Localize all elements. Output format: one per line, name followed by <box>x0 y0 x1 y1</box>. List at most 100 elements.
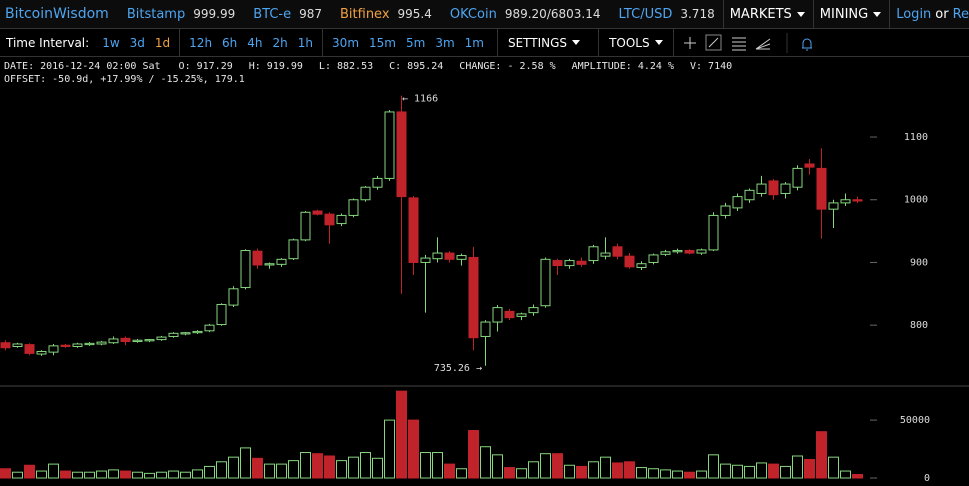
candle-body <box>456 255 467 260</box>
volume-bar <box>12 471 23 479</box>
menu[interactable]: MINING <box>820 0 882 28</box>
interval[interactable]: 6h <box>222 35 238 50</box>
candle-body <box>768 180 779 196</box>
line-icon <box>708 37 718 48</box>
candle-body <box>468 256 479 339</box>
volume-bar <box>672 470 683 479</box>
ticker-name[interactable]: LTC/USD <box>618 6 673 22</box>
ticker-name[interactable]: OKCoin <box>449 6 497 22</box>
ticker-price: 987 <box>299 6 322 21</box>
volume-bar <box>696 470 707 479</box>
volume-bar <box>288 460 299 479</box>
candle-body <box>180 332 191 335</box>
volume-bar <box>744 465 755 479</box>
interval[interactable]: 3d <box>129 35 145 50</box>
ticker-price: 995.4 <box>397 6 432 21</box>
candle-body <box>612 246 623 257</box>
caret <box>873 11 882 17</box>
volume-bar <box>516 468 527 479</box>
login[interactable]: Login <box>896 6 932 22</box>
volume-bar <box>180 471 191 479</box>
ticker-name[interactable]: Bitstamp <box>126 6 186 22</box>
volume-bar <box>792 455 803 479</box>
candle-body <box>432 252 443 260</box>
separator <box>722 0 724 28</box>
candle-body <box>372 177 383 188</box>
volume-bar <box>216 461 227 479</box>
candle-body <box>228 288 239 306</box>
volume-bar <box>336 460 347 479</box>
volume-bar <box>720 463 731 479</box>
interval[interactable]: 1h <box>297 35 314 50</box>
candle-body <box>528 307 539 314</box>
volume-bar <box>384 419 395 479</box>
candle-body <box>204 324 215 332</box>
volume-bar <box>768 463 779 479</box>
volume-bar <box>300 452 311 479</box>
candle-body <box>516 313 527 317</box>
volume-bar <box>264 463 275 479</box>
volume-bar <box>600 456 611 479</box>
candle-body <box>300 211 311 241</box>
interval[interactable]: 12h <box>189 35 213 50</box>
candle-body <box>0 342 11 349</box>
info-item: L: 882.53 <box>318 61 374 72</box>
caret <box>654 40 663 45</box>
volume-bar <box>420 452 431 479</box>
register[interactable]: Register <box>952 6 969 22</box>
candle-body <box>36 351 47 355</box>
separator <box>812 0 814 28</box>
ticker-name[interactable]: BTC-e <box>253 6 292 22</box>
caret <box>796 11 805 17</box>
candle-body <box>780 183 791 194</box>
volume-bar <box>348 456 359 479</box>
fan-tool[interactable] <box>755 38 770 50</box>
crosshair-tool[interactable] <box>683 37 696 49</box>
interval[interactable]: 5m <box>405 35 426 50</box>
offset-line: OFFSET: -50.9d, +17.99% / -15.25%, 179.1 <box>4 74 245 85</box>
separator <box>496 29 498 56</box>
volume-bar <box>444 463 455 479</box>
volume-bar <box>372 457 383 479</box>
candle-body <box>216 303 227 326</box>
volume-bar <box>684 471 695 479</box>
volume-bar <box>480 446 491 479</box>
menu[interactable]: TOOLS <box>609 36 663 50</box>
candle-body <box>840 199 851 204</box>
interval[interactable]: 3m <box>435 35 455 50</box>
volume-bar <box>144 472 155 479</box>
menu[interactable]: MARKETS <box>730 0 805 28</box>
max-annotation: ← 1166 <box>402 94 438 105</box>
volume-bar <box>36 470 47 479</box>
volume-bar <box>528 461 539 479</box>
interval[interactable]: 1m <box>464 35 484 50</box>
fib-tool[interactable] <box>731 37 746 51</box>
candle-body <box>564 260 575 267</box>
brand[interactable]: BitcoinWisdom <box>5 6 109 22</box>
volume-bar <box>84 471 95 479</box>
volume-bar <box>816 431 827 479</box>
separator <box>322 29 324 56</box>
separator <box>889 0 891 28</box>
interval[interactable]: 30m <box>332 35 360 50</box>
menu[interactable]: SETTINGS <box>508 36 581 50</box>
volume-bar <box>576 465 587 479</box>
volume-bar <box>96 470 107 479</box>
candle-body <box>540 258 551 307</box>
volume-bar <box>492 454 503 479</box>
interval[interactable]: 1d <box>154 35 171 50</box>
alert-tool[interactable] <box>801 38 812 51</box>
interval[interactable]: 1w <box>102 35 120 50</box>
volume-bar <box>48 463 59 479</box>
separator <box>179 29 181 56</box>
candle-body <box>492 307 503 323</box>
ticker-name[interactable]: Bitfinex <box>340 6 390 22</box>
info-item: V: 7140 <box>689 61 733 72</box>
info-item: H: 919.99 <box>248 61 303 72</box>
candle-body <box>156 336 167 341</box>
interval[interactable]: 15m <box>369 35 396 50</box>
interval[interactable]: 4h <box>247 35 263 50</box>
interval[interactable]: 2h <box>272 35 288 50</box>
line-tool[interactable] <box>705 34 722 51</box>
volume-bar <box>708 454 719 479</box>
